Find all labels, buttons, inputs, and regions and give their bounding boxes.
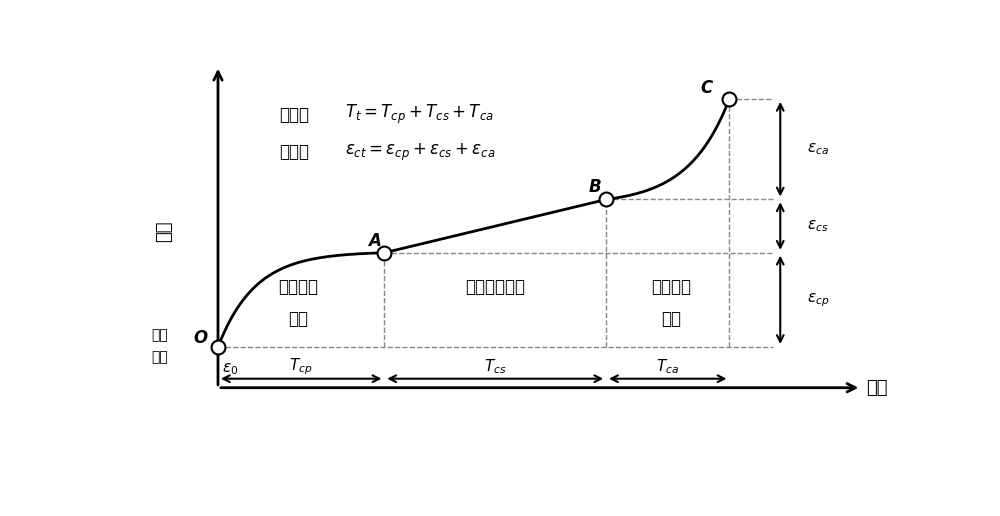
Text: 时间: 时间	[866, 379, 888, 397]
Text: A: A	[368, 232, 381, 250]
Text: 加速螓变: 加速螓变	[651, 278, 691, 296]
Text: 总应变: 总应变	[280, 143, 310, 162]
Text: 应变: 应变	[155, 220, 173, 241]
Text: 阶段: 阶段	[288, 310, 308, 328]
Text: $\varepsilon_{cs}$: $\varepsilon_{cs}$	[807, 218, 829, 234]
Text: $\varepsilon_{ca}$: $\varepsilon_{ca}$	[807, 141, 829, 157]
Text: 衰减螓变: 衰减螓变	[278, 278, 318, 296]
Text: $T_{ca}$: $T_{ca}$	[656, 358, 679, 376]
Text: $\varepsilon_{ct}=\varepsilon_{cp}+\varepsilon_{cs}+\varepsilon_{ca}$: $\varepsilon_{ct}=\varepsilon_{cp}+\vare…	[345, 142, 496, 163]
Text: $\mathit{T}_t=T_{cp}+T_{cs}+T_{ca}$: $\mathit{T}_t=T_{cp}+T_{cs}+T_{ca}$	[345, 103, 494, 126]
Text: $\varepsilon_{cp}$: $\varepsilon_{cp}$	[807, 291, 830, 309]
Text: C: C	[700, 79, 712, 97]
Text: 应变: 应变	[152, 350, 168, 364]
Text: B: B	[588, 179, 601, 197]
Text: 阶段: 阶段	[661, 310, 681, 328]
Text: 稳态螓变阶段: 稳态螓变阶段	[465, 278, 525, 296]
Text: $T_{cs}$: $T_{cs}$	[484, 358, 507, 376]
Text: $\varepsilon_0$: $\varepsilon_0$	[222, 361, 238, 377]
Text: 总时间: 总时间	[280, 106, 310, 124]
Text: 瞬时: 瞬时	[152, 328, 168, 342]
Text: O: O	[194, 329, 208, 347]
Text: $T_{cp}$: $T_{cp}$	[289, 357, 313, 377]
